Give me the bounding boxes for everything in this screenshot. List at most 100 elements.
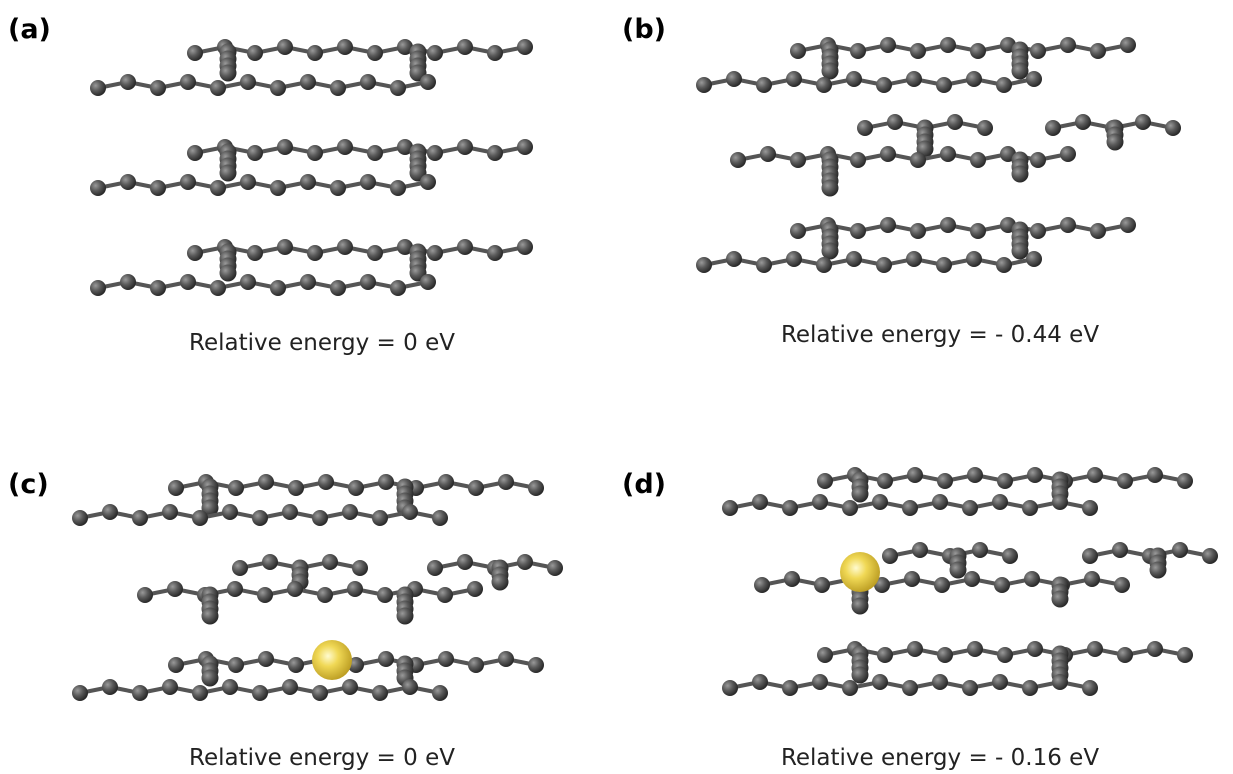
atom [1177, 473, 1193, 489]
atom [180, 74, 196, 90]
atom [1082, 680, 1098, 696]
atom [467, 581, 483, 597]
atom [222, 679, 238, 695]
atom [872, 494, 888, 510]
atom [1030, 223, 1046, 239]
atom [397, 608, 414, 625]
atom [940, 217, 956, 233]
atom [220, 65, 237, 82]
atom [822, 180, 839, 197]
panel-label: (b) [622, 14, 666, 45]
atom [312, 685, 328, 701]
atom [257, 587, 273, 603]
atom [1120, 37, 1136, 53]
atom [937, 647, 953, 663]
atom [1082, 500, 1098, 516]
atom [232, 560, 248, 576]
atom [752, 494, 768, 510]
atom [906, 71, 922, 87]
atom [517, 139, 533, 155]
atom [247, 145, 263, 161]
atom [962, 500, 978, 516]
atom [347, 581, 363, 597]
atom [907, 467, 923, 483]
atom [1075, 114, 1091, 130]
atom [1045, 120, 1061, 136]
atom [187, 245, 203, 261]
atom [457, 39, 473, 55]
atom [277, 239, 293, 255]
atom [967, 467, 983, 483]
atom [367, 45, 383, 61]
atom [947, 114, 963, 130]
atom [517, 39, 533, 55]
atom [852, 598, 869, 615]
atom [372, 510, 388, 526]
atom [882, 548, 898, 564]
atom [786, 71, 802, 87]
atom [790, 43, 806, 59]
atom [420, 274, 436, 290]
atom [876, 257, 892, 273]
atom [377, 587, 393, 603]
atom [936, 77, 952, 93]
atom [547, 560, 563, 576]
atom [517, 554, 533, 570]
atom [822, 243, 839, 260]
atom [427, 560, 443, 576]
atom [880, 146, 896, 162]
atom [1027, 467, 1043, 483]
atom [872, 674, 888, 690]
atom [962, 680, 978, 696]
atom [910, 43, 926, 59]
atom [1090, 43, 1106, 59]
gold-atom [840, 552, 880, 592]
atom [726, 71, 742, 87]
atom [90, 280, 106, 296]
atom [348, 480, 364, 496]
atom [228, 480, 244, 496]
atom [1202, 548, 1218, 564]
atom [970, 223, 986, 239]
atom [1117, 647, 1133, 663]
atom [132, 510, 148, 526]
gold-atom [312, 640, 352, 680]
atom [210, 180, 226, 196]
atom [487, 145, 503, 161]
atom [180, 174, 196, 190]
atom [752, 674, 768, 690]
atom [850, 152, 866, 168]
atom [1052, 494, 1068, 510]
atom [822, 63, 839, 80]
atom [950, 562, 967, 579]
atom [1165, 120, 1181, 136]
molecular-structures [72, 37, 1218, 701]
atom [337, 139, 353, 155]
atom [247, 245, 263, 261]
atom [307, 245, 323, 261]
atom [270, 180, 286, 196]
panel-label: (a) [8, 14, 51, 45]
atom [342, 504, 358, 520]
atom [180, 274, 196, 290]
atom [168, 480, 184, 496]
panel-label: (c) [8, 469, 49, 500]
atom [420, 174, 436, 190]
atom [162, 679, 178, 695]
atom [288, 657, 304, 673]
atom [468, 657, 484, 673]
figure: (a) (b) (c) (d) Relative energy = 0 eV R… [0, 0, 1233, 774]
atom [270, 280, 286, 296]
atom [940, 37, 956, 53]
atom [300, 274, 316, 290]
atom [337, 39, 353, 55]
atom [846, 71, 862, 87]
atom [1120, 217, 1136, 233]
atom [880, 217, 896, 233]
atom [1147, 641, 1163, 657]
atom [258, 651, 274, 667]
atom [312, 510, 328, 526]
atom [877, 647, 893, 663]
atom [437, 587, 453, 603]
atom [842, 500, 858, 516]
